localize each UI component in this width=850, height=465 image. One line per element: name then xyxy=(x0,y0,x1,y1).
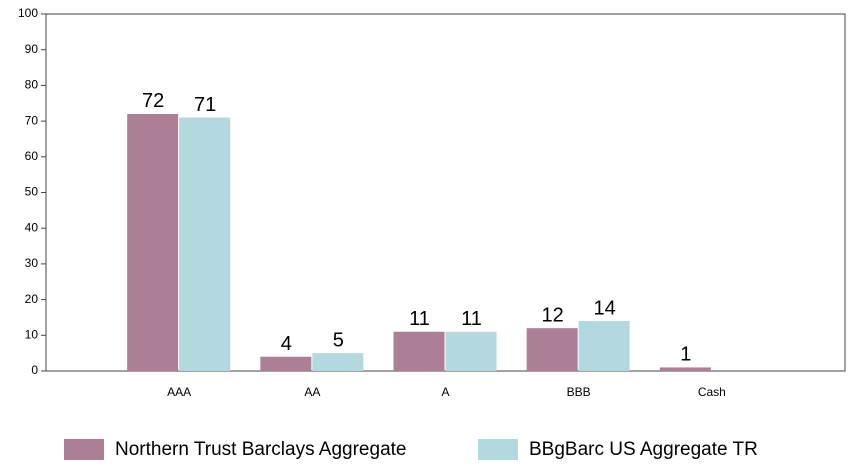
bar xyxy=(659,367,711,371)
y-tick-label: 100 xyxy=(18,6,38,20)
bar xyxy=(526,328,578,371)
y-tick-label: 10 xyxy=(25,327,39,341)
bar xyxy=(393,331,445,371)
legend-swatch xyxy=(64,439,104,460)
x-tick-label: AA xyxy=(304,385,320,399)
y-tick-label: 90 xyxy=(25,42,39,56)
value-label: 11 xyxy=(409,308,430,330)
y-tick-label: 60 xyxy=(25,149,39,163)
legend-label: BBgBarc US Aggregate TR xyxy=(529,439,758,460)
bar xyxy=(127,113,179,372)
legend-swatch xyxy=(478,439,518,460)
y-tick-label: 40 xyxy=(25,220,39,234)
legend-label: Northern Trust Barclays Aggregate xyxy=(115,439,406,460)
value-label: 71 xyxy=(194,94,216,116)
y-tick-label: 80 xyxy=(25,78,39,92)
y-tick-label: 30 xyxy=(25,256,39,270)
x-tick-label: AAA xyxy=(167,385,191,399)
bar xyxy=(312,353,364,371)
y-tick-label: 70 xyxy=(25,113,39,127)
y-tick-label: 0 xyxy=(31,363,38,377)
y-tick-label: 20 xyxy=(25,292,39,306)
value-label: 14 xyxy=(594,297,616,319)
y-tick-label: 50 xyxy=(25,185,39,199)
value-label: 11 xyxy=(461,308,482,330)
value-label: 5 xyxy=(333,329,344,351)
value-label: 4 xyxy=(281,333,292,355)
x-tick-label: BBB xyxy=(567,385,591,399)
bar xyxy=(179,117,231,371)
bar xyxy=(445,331,497,371)
x-tick-label: Cash xyxy=(698,385,726,399)
x-tick-label: A xyxy=(441,385,449,399)
value-label: 12 xyxy=(542,304,564,326)
bar xyxy=(260,356,312,371)
value-label: 72 xyxy=(142,90,164,112)
bar xyxy=(578,321,630,371)
value-label: 1 xyxy=(680,344,691,366)
